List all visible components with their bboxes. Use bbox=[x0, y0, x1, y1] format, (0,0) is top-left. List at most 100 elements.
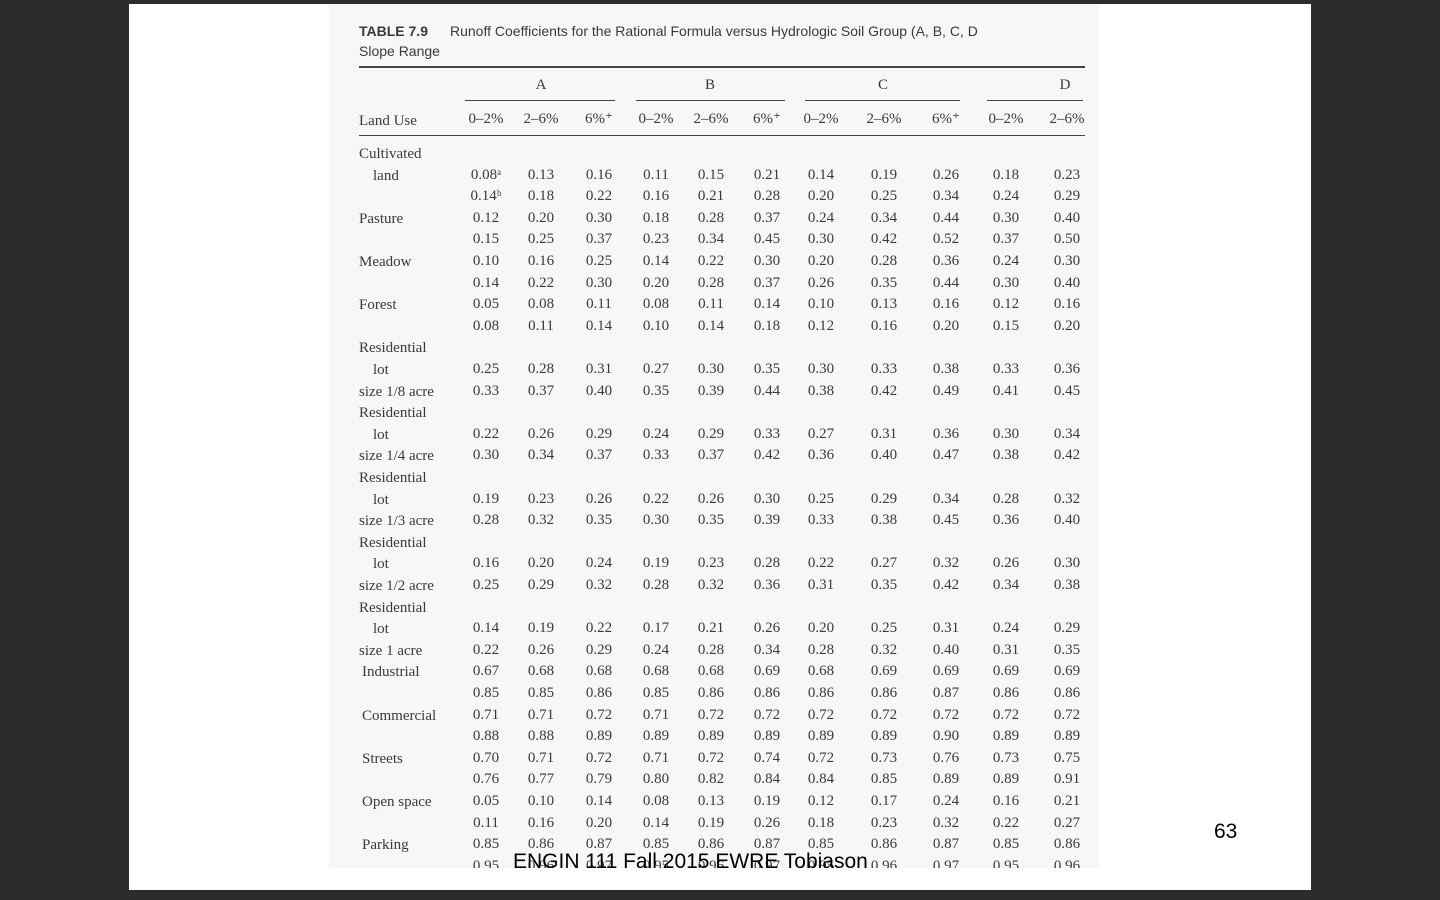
cell: 0.32 bbox=[932, 814, 960, 831]
cell: 0.22 bbox=[472, 641, 500, 658]
cell: 0.90 bbox=[932, 728, 960, 745]
cell: 0.34 bbox=[1053, 425, 1081, 442]
cell: 0.69 bbox=[992, 663, 1020, 680]
cell: 0.27 bbox=[1053, 814, 1081, 831]
cell: 0.10 bbox=[642, 317, 670, 334]
cell: 0.79 bbox=[585, 771, 613, 788]
cell: 0.16 bbox=[585, 166, 613, 183]
cell: 0.25 bbox=[472, 361, 500, 377]
cell: 0.14 bbox=[472, 620, 500, 637]
column-header: 6%⁺ bbox=[585, 111, 613, 127]
cell: 0.30 bbox=[472, 447, 500, 464]
cell: 0.27 bbox=[870, 555, 898, 572]
cell: 0.08 bbox=[642, 296, 670, 313]
cell: 0.17 bbox=[870, 793, 898, 809]
cell: 0.10 bbox=[807, 296, 835, 313]
cell: 0.20 bbox=[1053, 317, 1081, 334]
cell: 0.16 bbox=[870, 317, 898, 334]
cell: 0.89 bbox=[585, 728, 613, 745]
cell: 0.22 bbox=[697, 253, 725, 269]
cell: 0.89 bbox=[753, 728, 781, 745]
cell: 0.16 bbox=[527, 814, 555, 831]
cell: 0.24 bbox=[992, 253, 1020, 269]
cell: 0.89 bbox=[697, 728, 725, 745]
land-use-label: Forest bbox=[359, 297, 397, 314]
cell: 0.97 bbox=[932, 857, 960, 868]
cell: 0.28 bbox=[697, 641, 725, 658]
cell: 0.26 bbox=[753, 814, 781, 831]
cell: 0.69 bbox=[753, 663, 781, 680]
cell: 0.30 bbox=[992, 425, 1020, 442]
land-use-label: size 1/2 acre bbox=[359, 578, 434, 594]
cell: 0.29 bbox=[585, 425, 613, 442]
cell: 0.19 bbox=[870, 166, 898, 183]
cell: 0.89 bbox=[992, 728, 1020, 745]
cell: 0.35 bbox=[870, 274, 898, 291]
cell: 0.96 bbox=[697, 857, 725, 868]
cell: 0.26 bbox=[527, 641, 555, 658]
cell: 0.30 bbox=[1053, 253, 1081, 269]
cell: 0.39 bbox=[753, 512, 781, 529]
cell: 0.35 bbox=[1053, 641, 1081, 658]
cell: 0.86 bbox=[527, 836, 555, 853]
cell: 0.86 bbox=[753, 685, 781, 701]
cell: 0.10 bbox=[527, 793, 555, 809]
cell: 0.91 bbox=[1053, 771, 1081, 788]
cell: 0.80 bbox=[642, 771, 670, 788]
cell: 0.14 bbox=[642, 253, 670, 269]
cell: 0.38 bbox=[932, 361, 960, 377]
cell: 0.37 bbox=[585, 447, 613, 464]
footer: ENGIN 111 Fall 2015 EWRE Tobiason bbox=[513, 850, 868, 873]
land-use-label: Industrial bbox=[362, 664, 420, 681]
cell: 0.68 bbox=[527, 663, 555, 680]
group-rule bbox=[987, 100, 1083, 101]
cell: 0.31 bbox=[807, 577, 835, 593]
cell: 0.84 bbox=[753, 771, 781, 788]
cell: 0.40 bbox=[1053, 274, 1081, 291]
cell: 0.26 bbox=[807, 274, 835, 291]
cell: 0.16 bbox=[992, 793, 1020, 809]
cell: 0.77 bbox=[527, 771, 555, 788]
cell: 0.19 bbox=[472, 490, 500, 507]
cell: 0.71 bbox=[642, 749, 670, 766]
cell: 0.28 bbox=[807, 641, 835, 658]
cell: 0.44 bbox=[932, 209, 960, 226]
cell: 0.28 bbox=[697, 274, 725, 291]
cell: 0.08ᵃ bbox=[470, 166, 502, 183]
cell: 0.42 bbox=[932, 577, 960, 593]
cell: 0.22 bbox=[585, 620, 613, 637]
cell: 0.45 bbox=[753, 231, 781, 248]
cell: 0.24 bbox=[642, 425, 670, 442]
cell: 0.12 bbox=[807, 317, 835, 334]
cell: 0.29 bbox=[1053, 620, 1081, 637]
cell: 0.18 bbox=[642, 209, 670, 226]
land-use-label: Residential bbox=[359, 470, 427, 486]
group-header: A bbox=[535, 77, 547, 93]
cell: 0.19 bbox=[753, 793, 781, 809]
cell: 0.72 bbox=[697, 749, 725, 766]
cell: 0.67 bbox=[472, 663, 500, 680]
land-use-label: lot bbox=[373, 556, 389, 573]
cell: 0.34 bbox=[870, 209, 898, 226]
cell: 0.18 bbox=[992, 166, 1020, 183]
cell: 0.69 bbox=[932, 663, 960, 680]
cell: 0.89 bbox=[992, 771, 1020, 788]
cell: 0.85 bbox=[870, 771, 898, 788]
cell: 0.73 bbox=[870, 749, 898, 766]
cell: 0.24 bbox=[807, 209, 835, 226]
cell: 0.14ᵇ bbox=[470, 188, 502, 205]
cell: 0.08 bbox=[527, 296, 555, 313]
cell: 0.88 bbox=[472, 728, 500, 745]
cell: 0.13 bbox=[697, 793, 725, 809]
cell: 0.86 bbox=[697, 685, 725, 701]
cell: 0.11 bbox=[473, 814, 499, 831]
cell: 0.40 bbox=[1053, 209, 1081, 226]
cell: 0.36 bbox=[1053, 361, 1081, 377]
cell: 0.28 bbox=[472, 512, 500, 529]
cell: 0.23 bbox=[642, 231, 670, 248]
group-rule bbox=[805, 100, 960, 101]
cell: 0.28 bbox=[753, 555, 781, 572]
cell: 0.86 bbox=[585, 685, 613, 701]
cell: 0.28 bbox=[527, 361, 555, 377]
cell: 0.89 bbox=[807, 728, 835, 745]
